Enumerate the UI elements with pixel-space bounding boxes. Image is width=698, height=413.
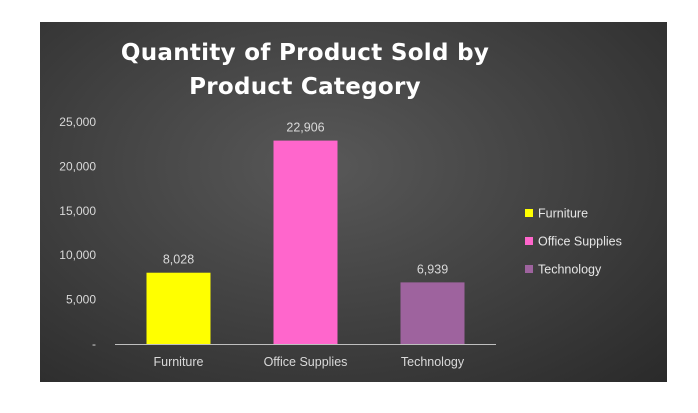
y-tick-label-20000: 20,000 [59, 159, 96, 173]
bar-furniture[interactable] [146, 272, 211, 344]
data-labels: 8,028 22,906 6,939 [163, 121, 448, 277]
data-label-technology: 6,939 [417, 262, 448, 276]
legend-label-office-supplies: Office Supplies [538, 235, 622, 249]
y-tick-label-0: - [92, 337, 96, 351]
category-label-furniture: Furniture [153, 355, 203, 369]
category-label-office-supplies: Office Supplies [264, 355, 348, 369]
data-label-furniture: 8,028 [163, 253, 194, 267]
y-tick-label-15000: 15,000 [59, 204, 96, 218]
bar-office-supplies[interactable] [273, 140, 338, 344]
category-labels: Furniture Office Supplies Technology [153, 355, 464, 369]
y-tick-label-10000: 10,000 [59, 248, 96, 262]
chart-title: Quantity of Product Sold by Product Cate… [120, 40, 490, 100]
chart-area: Quantity of Product Sold by Product Cate… [40, 22, 667, 382]
y-tick-label-5000: 5,000 [66, 293, 96, 307]
bars [146, 140, 465, 344]
legend-label-furniture: Furniture [538, 207, 588, 221]
data-label-office-supplies: 22,906 [286, 121, 324, 135]
y-axis-ticks: - 5,000 10,000 15,000 20,000 25,000 [59, 115, 96, 351]
legend-label-technology: Technology [538, 263, 602, 277]
category-label-technology: Technology [401, 355, 465, 369]
bar-chart: - 5,000 10,000 15,000 20,000 25,000 8,028 22,9… [59, 115, 622, 369]
legend-swatch-office-supplies [525, 237, 533, 245]
y-tick-label-25000: 25,000 [59, 115, 96, 129]
legend-swatch-furniture [525, 209, 533, 217]
bar-technology[interactable] [400, 282, 465, 344]
legend: Furniture Office Supplies Technology [525, 207, 622, 277]
legend-swatch-technology [525, 265, 533, 273]
